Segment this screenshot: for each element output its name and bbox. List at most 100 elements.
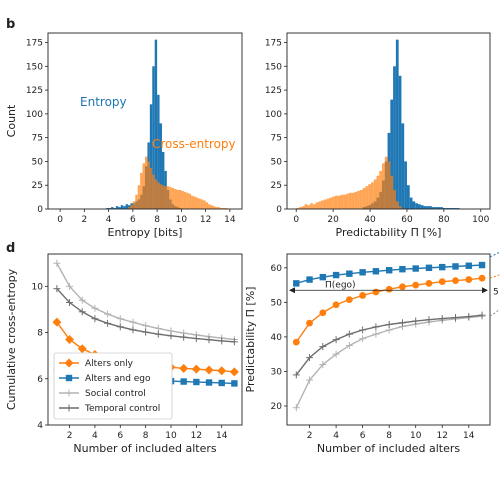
panel-label-b: b — [6, 17, 15, 32]
x-tick-label: 100 — [472, 215, 489, 225]
x-tick-label: 40 — [364, 215, 376, 225]
annotation-dashed-line — [489, 274, 500, 279]
histogram-bar — [337, 195, 341, 209]
data-point — [231, 380, 238, 387]
histogram-bar — [445, 208, 449, 209]
histogram-bar — [343, 194, 347, 209]
histogram-bar — [147, 161, 150, 209]
x-axis-label: Number of included alters — [317, 442, 461, 455]
axes-frame — [286, 32, 491, 210]
data-point — [179, 363, 189, 373]
histogram-bar — [454, 208, 457, 209]
data-point — [319, 309, 327, 317]
y-tick-label: 100 — [26, 110, 43, 120]
histogram-bar — [161, 185, 165, 209]
x-axis-label: Entropy [bits] — [108, 226, 183, 239]
legend-entry: Social control — [85, 389, 146, 399]
x-tick-label: 4 — [92, 431, 98, 441]
histogram-bar — [169, 187, 172, 209]
y-tick-label: 175 — [26, 39, 43, 49]
y-axis-label: Count — [5, 104, 18, 137]
histogram-bar — [174, 189, 177, 209]
data-point — [465, 276, 473, 283]
histogram-bar — [225, 208, 228, 209]
data-point — [359, 292, 367, 299]
histogram-bar — [431, 207, 435, 209]
histogram-bar — [348, 192, 352, 209]
data-point — [399, 266, 406, 273]
y-tick-label: 75 — [32, 134, 43, 144]
histogram-bar — [215, 207, 218, 209]
y-tick-label: 40 — [271, 333, 283, 343]
data-point — [306, 319, 313, 327]
data-point — [385, 285, 393, 293]
x-tick-label: 0 — [293, 215, 299, 225]
histogram-bar — [120, 205, 124, 209]
annotation-dashed-line — [489, 251, 500, 258]
annotation-arrowhead-left — [289, 287, 295, 294]
annotation-arrowhead-right — [482, 287, 488, 294]
histogram-bar — [140, 172, 143, 209]
histogram-bar — [362, 188, 366, 209]
histogram-bar — [152, 174, 155, 209]
histogram-bar — [301, 206, 305, 209]
x-tick-label: 10 — [176, 215, 188, 225]
y-tick-label: 175 — [265, 39, 282, 49]
y-tick-label: 6 — [37, 375, 43, 385]
histogram-bar — [186, 192, 189, 209]
data-point — [64, 358, 74, 368]
histogram-bar — [130, 205, 133, 209]
x-tick-label: 6 — [130, 215, 136, 225]
histogram-bar — [115, 206, 119, 209]
histogram-bar — [142, 163, 145, 209]
y-tick-label: 8 — [37, 329, 43, 339]
data-point — [292, 338, 300, 346]
histogram-bar — [376, 175, 380, 209]
histogram-bar — [321, 200, 324, 209]
x-tick-label: 2 — [82, 215, 88, 225]
x-tick-label: 14 — [216, 431, 228, 441]
data-point — [345, 296, 353, 303]
predictability-line-chart: 2 4 6 8 10 12 14 20 30 40 50 60 Number of included a… — [244, 251, 500, 455]
histogram-bar — [382, 163, 385, 209]
y-tick-label: 100 — [265, 110, 282, 120]
histogram-bar — [437, 207, 441, 209]
histogram-bar — [379, 170, 383, 209]
histogram-bar — [456, 208, 460, 209]
data-point — [478, 274, 486, 282]
histogram-bar — [384, 156, 388, 209]
y-tick-label: 125 — [26, 86, 43, 96]
histogram-bar — [198, 198, 201, 209]
histogram-bar — [191, 195, 194, 209]
histogram-bar — [205, 202, 209, 209]
x-tick-label: 12 — [200, 215, 211, 225]
histogram-bar — [296, 208, 299, 209]
data-point — [65, 335, 75, 344]
data-point — [452, 263, 459, 270]
y-tick-label: 150 — [265, 62, 282, 72]
histogram-bar — [357, 190, 360, 209]
x-tick-label: 8 — [386, 431, 392, 441]
histogram-bar — [181, 190, 184, 209]
data-point — [306, 276, 313, 283]
axes-frame — [47, 253, 243, 426]
y-tick-label: 30 — [271, 367, 283, 377]
data-point — [412, 281, 420, 289]
histogram-bar — [393, 189, 396, 209]
histogram-bar — [217, 207, 221, 209]
histogram-bar — [315, 202, 319, 209]
histogram-bar — [152, 66, 155, 209]
histogram-bar — [183, 191, 187, 209]
histogram-bar — [210, 205, 213, 209]
histogram-bar — [310, 203, 313, 209]
data-point — [439, 263, 446, 271]
histogram-bar — [442, 208, 446, 209]
histogram-bar — [429, 206, 432, 209]
histogram-bar — [415, 203, 419, 209]
histogram-bar — [406, 185, 410, 209]
histogram-bar — [346, 193, 349, 209]
histogram-bar — [106, 208, 109, 209]
histogram-bar — [423, 206, 427, 209]
histogram-bar — [448, 208, 452, 209]
histogram-bar — [161, 151, 165, 209]
